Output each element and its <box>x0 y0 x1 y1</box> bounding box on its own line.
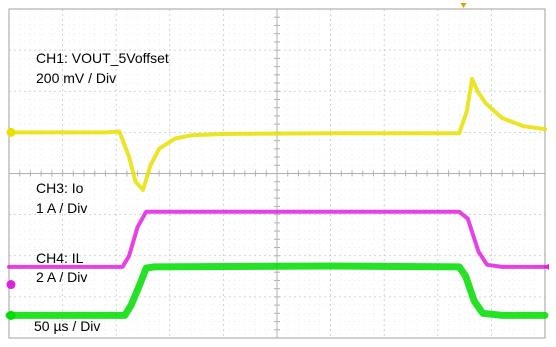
ch4-scale-label: 2 A / Div <box>36 269 87 285</box>
ch3-ground-marker <box>6 280 16 290</box>
screen-border <box>8 8 546 339</box>
ch3-label: CH3: Io <box>36 180 84 196</box>
ground-marker-layer <box>6 3 549 320</box>
ch3-offscreen-marker <box>543 263 549 270</box>
ch1-trace <box>7 76 547 192</box>
ch4-trace <box>5 262 549 319</box>
ch1-scale-label: 200 mV / Div <box>36 70 116 86</box>
ch3-trace <box>7 209 547 269</box>
trigger-position-marker <box>460 3 467 8</box>
trace-layer <box>5 76 549 319</box>
ch4-label: CH4: IL <box>36 250 84 266</box>
time-scale-label: 50 µs / Div <box>34 318 100 334</box>
ch1-label: CH1: VOUT_5Voffset <box>36 50 169 66</box>
ch4-ground-marker <box>6 310 16 320</box>
ch3-scale-label: 1 A / Div <box>36 200 87 216</box>
ch1-ground-marker <box>6 127 16 137</box>
